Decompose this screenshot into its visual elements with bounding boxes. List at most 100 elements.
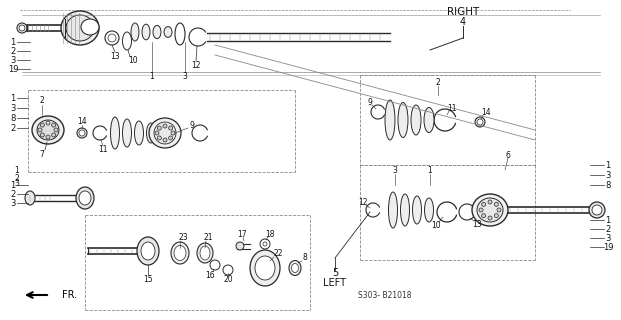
Ellipse shape bbox=[385, 100, 395, 140]
Text: 3: 3 bbox=[183, 71, 188, 81]
Text: 1: 1 bbox=[11, 37, 16, 46]
Ellipse shape bbox=[131, 23, 139, 41]
Text: 3: 3 bbox=[11, 55, 16, 65]
Circle shape bbox=[40, 123, 44, 127]
Text: 20: 20 bbox=[223, 276, 233, 284]
Ellipse shape bbox=[154, 122, 176, 144]
Ellipse shape bbox=[25, 191, 35, 205]
Text: 3: 3 bbox=[605, 171, 610, 180]
Ellipse shape bbox=[250, 250, 280, 286]
Text: 1: 1 bbox=[11, 180, 16, 189]
Circle shape bbox=[163, 138, 167, 142]
Circle shape bbox=[17, 23, 27, 33]
Circle shape bbox=[105, 31, 119, 45]
Text: 3: 3 bbox=[11, 198, 16, 207]
Ellipse shape bbox=[398, 102, 408, 138]
Circle shape bbox=[54, 128, 58, 132]
Ellipse shape bbox=[122, 119, 132, 147]
Circle shape bbox=[46, 135, 50, 139]
Circle shape bbox=[40, 133, 44, 137]
Ellipse shape bbox=[174, 245, 186, 260]
Text: 1: 1 bbox=[11, 93, 16, 102]
Ellipse shape bbox=[197, 243, 213, 263]
Text: 6: 6 bbox=[505, 150, 510, 159]
Text: 2: 2 bbox=[11, 46, 16, 55]
Text: 18: 18 bbox=[265, 229, 274, 238]
Circle shape bbox=[108, 34, 116, 42]
Text: 13: 13 bbox=[110, 52, 120, 60]
Text: S303- B21018: S303- B21018 bbox=[358, 291, 412, 300]
Ellipse shape bbox=[477, 119, 483, 125]
Circle shape bbox=[210, 260, 220, 270]
Text: 3: 3 bbox=[11, 103, 16, 113]
Ellipse shape bbox=[175, 23, 185, 45]
Text: 3: 3 bbox=[14, 179, 19, 188]
Circle shape bbox=[19, 25, 25, 31]
Text: 11: 11 bbox=[447, 103, 457, 113]
Ellipse shape bbox=[79, 191, 91, 205]
Ellipse shape bbox=[401, 194, 409, 226]
Ellipse shape bbox=[236, 242, 244, 250]
Text: 23: 23 bbox=[178, 233, 188, 242]
Circle shape bbox=[38, 128, 42, 132]
Circle shape bbox=[155, 131, 159, 135]
Circle shape bbox=[482, 202, 486, 206]
Text: 14: 14 bbox=[481, 108, 491, 116]
Ellipse shape bbox=[77, 128, 87, 138]
Circle shape bbox=[263, 242, 267, 246]
Text: 1: 1 bbox=[428, 165, 432, 174]
Ellipse shape bbox=[477, 198, 503, 222]
Circle shape bbox=[589, 202, 605, 218]
Circle shape bbox=[482, 214, 486, 218]
Text: 2: 2 bbox=[11, 124, 16, 132]
Ellipse shape bbox=[76, 187, 94, 209]
Ellipse shape bbox=[164, 27, 172, 37]
Text: 8: 8 bbox=[302, 253, 307, 262]
Ellipse shape bbox=[37, 120, 59, 140]
Text: 1: 1 bbox=[150, 71, 155, 81]
Ellipse shape bbox=[153, 25, 161, 39]
Ellipse shape bbox=[32, 116, 64, 144]
Circle shape bbox=[169, 136, 173, 140]
Text: 4: 4 bbox=[460, 17, 466, 27]
Ellipse shape bbox=[141, 242, 155, 260]
Ellipse shape bbox=[389, 192, 397, 228]
Ellipse shape bbox=[255, 256, 275, 280]
Ellipse shape bbox=[147, 123, 155, 143]
Circle shape bbox=[157, 126, 161, 130]
Circle shape bbox=[260, 239, 270, 249]
Circle shape bbox=[479, 208, 483, 212]
Text: 2: 2 bbox=[11, 189, 16, 198]
Text: LEFT: LEFT bbox=[324, 278, 347, 288]
Text: 13: 13 bbox=[472, 220, 482, 228]
Circle shape bbox=[223, 265, 233, 275]
Text: 2: 2 bbox=[435, 77, 440, 86]
Text: 7: 7 bbox=[40, 149, 45, 158]
Ellipse shape bbox=[137, 237, 159, 265]
Text: 5: 5 bbox=[332, 268, 338, 278]
Text: 15: 15 bbox=[143, 275, 153, 284]
Circle shape bbox=[494, 202, 499, 206]
Circle shape bbox=[488, 216, 492, 220]
Circle shape bbox=[592, 205, 602, 215]
Ellipse shape bbox=[200, 246, 210, 260]
Ellipse shape bbox=[411, 105, 421, 135]
Text: 21: 21 bbox=[203, 233, 213, 242]
Text: 14: 14 bbox=[77, 116, 87, 125]
Ellipse shape bbox=[111, 117, 119, 149]
Text: FR.: FR. bbox=[62, 290, 77, 300]
Circle shape bbox=[488, 200, 492, 204]
Ellipse shape bbox=[289, 260, 301, 276]
Ellipse shape bbox=[79, 130, 85, 136]
Circle shape bbox=[52, 133, 56, 137]
Ellipse shape bbox=[291, 263, 299, 273]
Text: 17: 17 bbox=[237, 229, 247, 238]
Text: RIGHT: RIGHT bbox=[447, 7, 479, 17]
Text: 11: 11 bbox=[98, 145, 108, 154]
Text: 10: 10 bbox=[431, 220, 441, 229]
Text: 3: 3 bbox=[605, 234, 610, 243]
Ellipse shape bbox=[472, 194, 508, 226]
Text: 12: 12 bbox=[191, 60, 201, 69]
Ellipse shape bbox=[412, 196, 422, 224]
Text: 22: 22 bbox=[273, 250, 283, 259]
